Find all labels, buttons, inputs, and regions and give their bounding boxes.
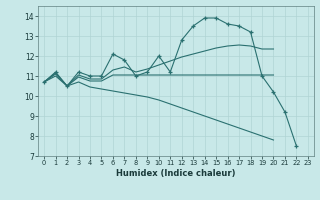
X-axis label: Humidex (Indice chaleur): Humidex (Indice chaleur) xyxy=(116,169,236,178)
